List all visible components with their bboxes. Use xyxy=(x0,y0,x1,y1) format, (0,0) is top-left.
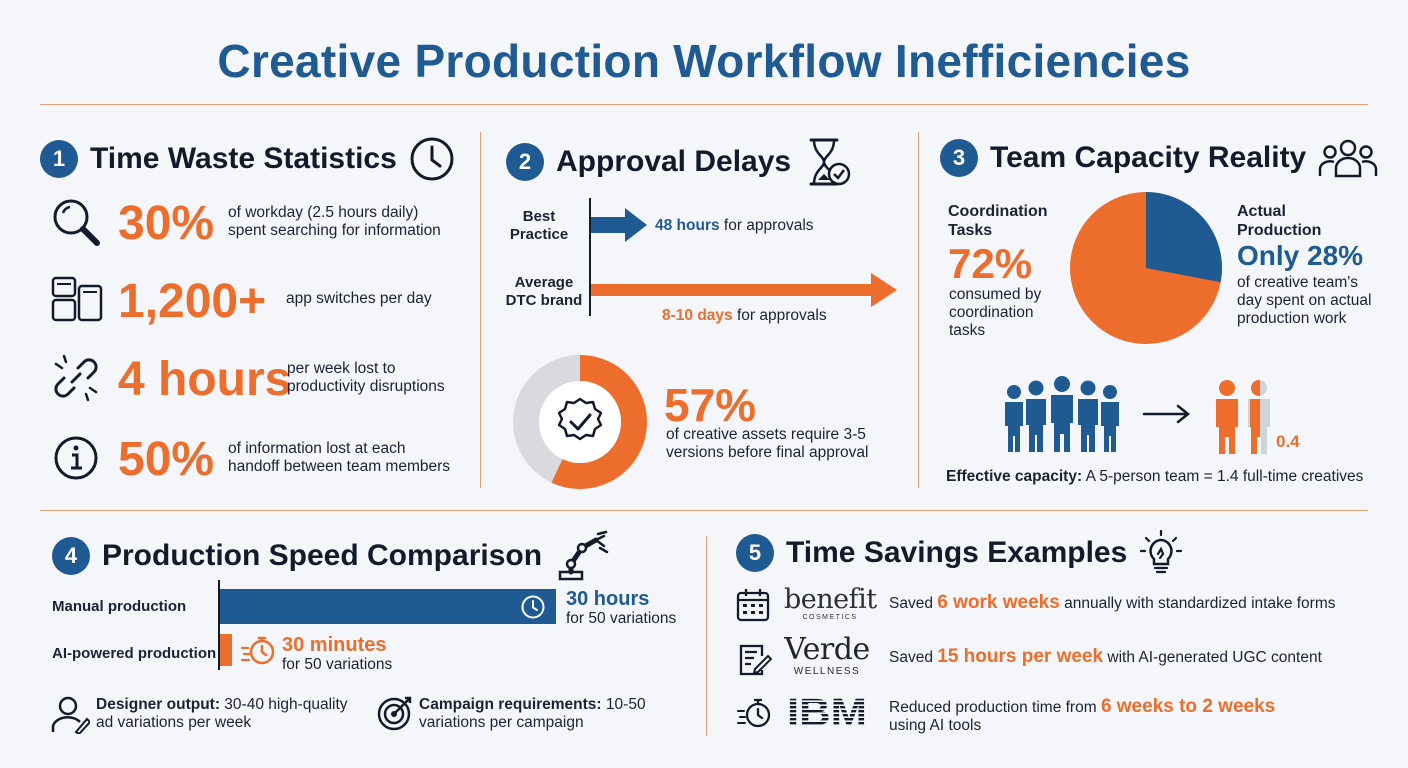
example-text: Reduced production time from 6 weeks to … xyxy=(889,696,1276,734)
page-title: Creative Production Workflow Inefficienc… xyxy=(217,35,1191,87)
best-practice-text: 48 hours for approvals xyxy=(655,217,814,234)
divider xyxy=(918,132,919,488)
section-title: Time Waste Statistics xyxy=(90,142,397,175)
section-number: 2 xyxy=(506,143,544,181)
robot-arm-icon xyxy=(554,530,610,582)
designer-output-note: Designer output: 30-40 high-quality ad v… xyxy=(96,696,348,731)
chart-axis xyxy=(218,580,220,670)
hourglass-check-icon xyxy=(803,136,853,188)
stat-value: 1,200+ xyxy=(118,275,267,328)
title-divider xyxy=(40,104,1368,105)
ibm-logo: IBM xyxy=(784,694,870,728)
team-of-five-icon xyxy=(1000,374,1124,454)
campaign-requirements-note: Campaign requirements: 10-50 variations … xyxy=(419,696,646,731)
best-practice-bar xyxy=(591,208,649,242)
stat-value: 4 hours xyxy=(118,353,292,406)
effective-team-icon xyxy=(1212,378,1278,454)
target-icon xyxy=(376,694,414,732)
arrow-right-icon xyxy=(1142,402,1192,426)
clock-icon xyxy=(409,136,455,182)
verde-logo: Verde WELLNESS xyxy=(784,632,870,678)
section3-header: 3 Team Capacity Reality xyxy=(940,136,1378,180)
section4-header: 4 Production Speed Comparison xyxy=(52,530,610,582)
section-number: 3 xyxy=(940,139,978,177)
stat-desc: of workday (2.5 hours daily) spent search… xyxy=(228,204,441,239)
divider xyxy=(480,132,481,488)
section-title: Approval Delays xyxy=(556,145,792,178)
section-title: Team Capacity Reality xyxy=(990,141,1307,174)
chart-axis xyxy=(589,198,591,316)
coordination-value: 72% xyxy=(948,240,1033,287)
bar-label: AI-powered production xyxy=(52,645,217,662)
bar-sub: for 50 variations xyxy=(566,610,677,627)
section-number: 1 xyxy=(40,140,78,178)
section-title: Production Speed Comparison xyxy=(102,539,543,572)
section-number: 4 xyxy=(52,537,90,575)
checkmark-icon xyxy=(569,413,592,431)
section-title: Time Savings Examples xyxy=(786,536,1128,569)
bar-label: Manual production xyxy=(52,598,187,615)
production-value: Only 28% xyxy=(1237,240,1364,271)
magnifier-icon xyxy=(50,196,102,248)
production-desc: of creative team's day spent on actual pro… xyxy=(1237,274,1372,327)
stat-value: 30% xyxy=(118,197,215,250)
coordination-label: Coordination Tasks xyxy=(948,203,1048,239)
section5-header: 5 Time Savings Examples xyxy=(736,530,1183,576)
form-edit-icon xyxy=(738,642,772,676)
pie-chart xyxy=(1068,190,1224,346)
check-badge-icon xyxy=(557,397,603,441)
fraction-label: 0.4 xyxy=(1276,432,1300,451)
broken-link-icon xyxy=(50,352,102,404)
donut-desc: of creative assets require 3-5 versions b… xyxy=(666,426,869,461)
section1-header: 1 Time Waste Statistics xyxy=(40,136,455,182)
average-brand-text: 8-10 days for approvals xyxy=(662,307,827,324)
section-number: 5 xyxy=(736,534,774,572)
svg-text:IBM: IBM xyxy=(787,694,867,728)
coordination-desc: consumed by coordination tasks xyxy=(949,286,1042,339)
row-label: Best Practice xyxy=(509,208,569,243)
bar-value: 30 minutes xyxy=(282,634,387,656)
clock-icon xyxy=(520,594,546,620)
pie-slice-production xyxy=(1146,192,1222,283)
stopwatch-icon xyxy=(240,634,276,666)
manual-production-bar xyxy=(220,589,556,624)
stat-desc: of information lost at each handoff betwe… xyxy=(228,440,451,475)
lightbulb-icon xyxy=(1139,530,1183,576)
bar-value: 30 hours xyxy=(566,588,650,610)
production-label: Actual Production xyxy=(1237,203,1322,239)
donut-hole xyxy=(539,381,621,463)
divider xyxy=(706,536,707,736)
example-text: Saved 15 hours per week with AI-generate… xyxy=(889,646,1322,667)
bar-sub: for 50 variations xyxy=(282,656,393,673)
benefit-logo: benefit COSMETICS xyxy=(784,584,877,622)
ai-production-bar xyxy=(220,634,232,666)
donut-value: 57% xyxy=(664,379,757,431)
capacity-text: Effective capacity: A 5-person team = 1.… xyxy=(946,468,1364,485)
section-divider xyxy=(40,510,1368,511)
team-icon xyxy=(1318,136,1378,180)
section2-header: 2 Approval Delays xyxy=(506,136,853,188)
stat-value: 50% xyxy=(118,433,215,486)
calendar-icon xyxy=(736,588,770,622)
stopwatch-icon xyxy=(736,696,772,730)
info-icon xyxy=(52,434,100,482)
stat-desc: app switches per day xyxy=(286,290,432,307)
donut-segment xyxy=(551,355,647,489)
stat-desc: per week lost to productivity disruptions xyxy=(287,360,445,395)
designer-icon xyxy=(50,694,90,734)
donut-chart xyxy=(512,354,648,490)
row-label: Average DTC brand xyxy=(505,274,583,309)
average-brand-bar xyxy=(591,273,899,307)
example-text: Saved 6 work weeks annually with standar… xyxy=(889,592,1336,613)
app-windows-icon xyxy=(50,272,104,324)
